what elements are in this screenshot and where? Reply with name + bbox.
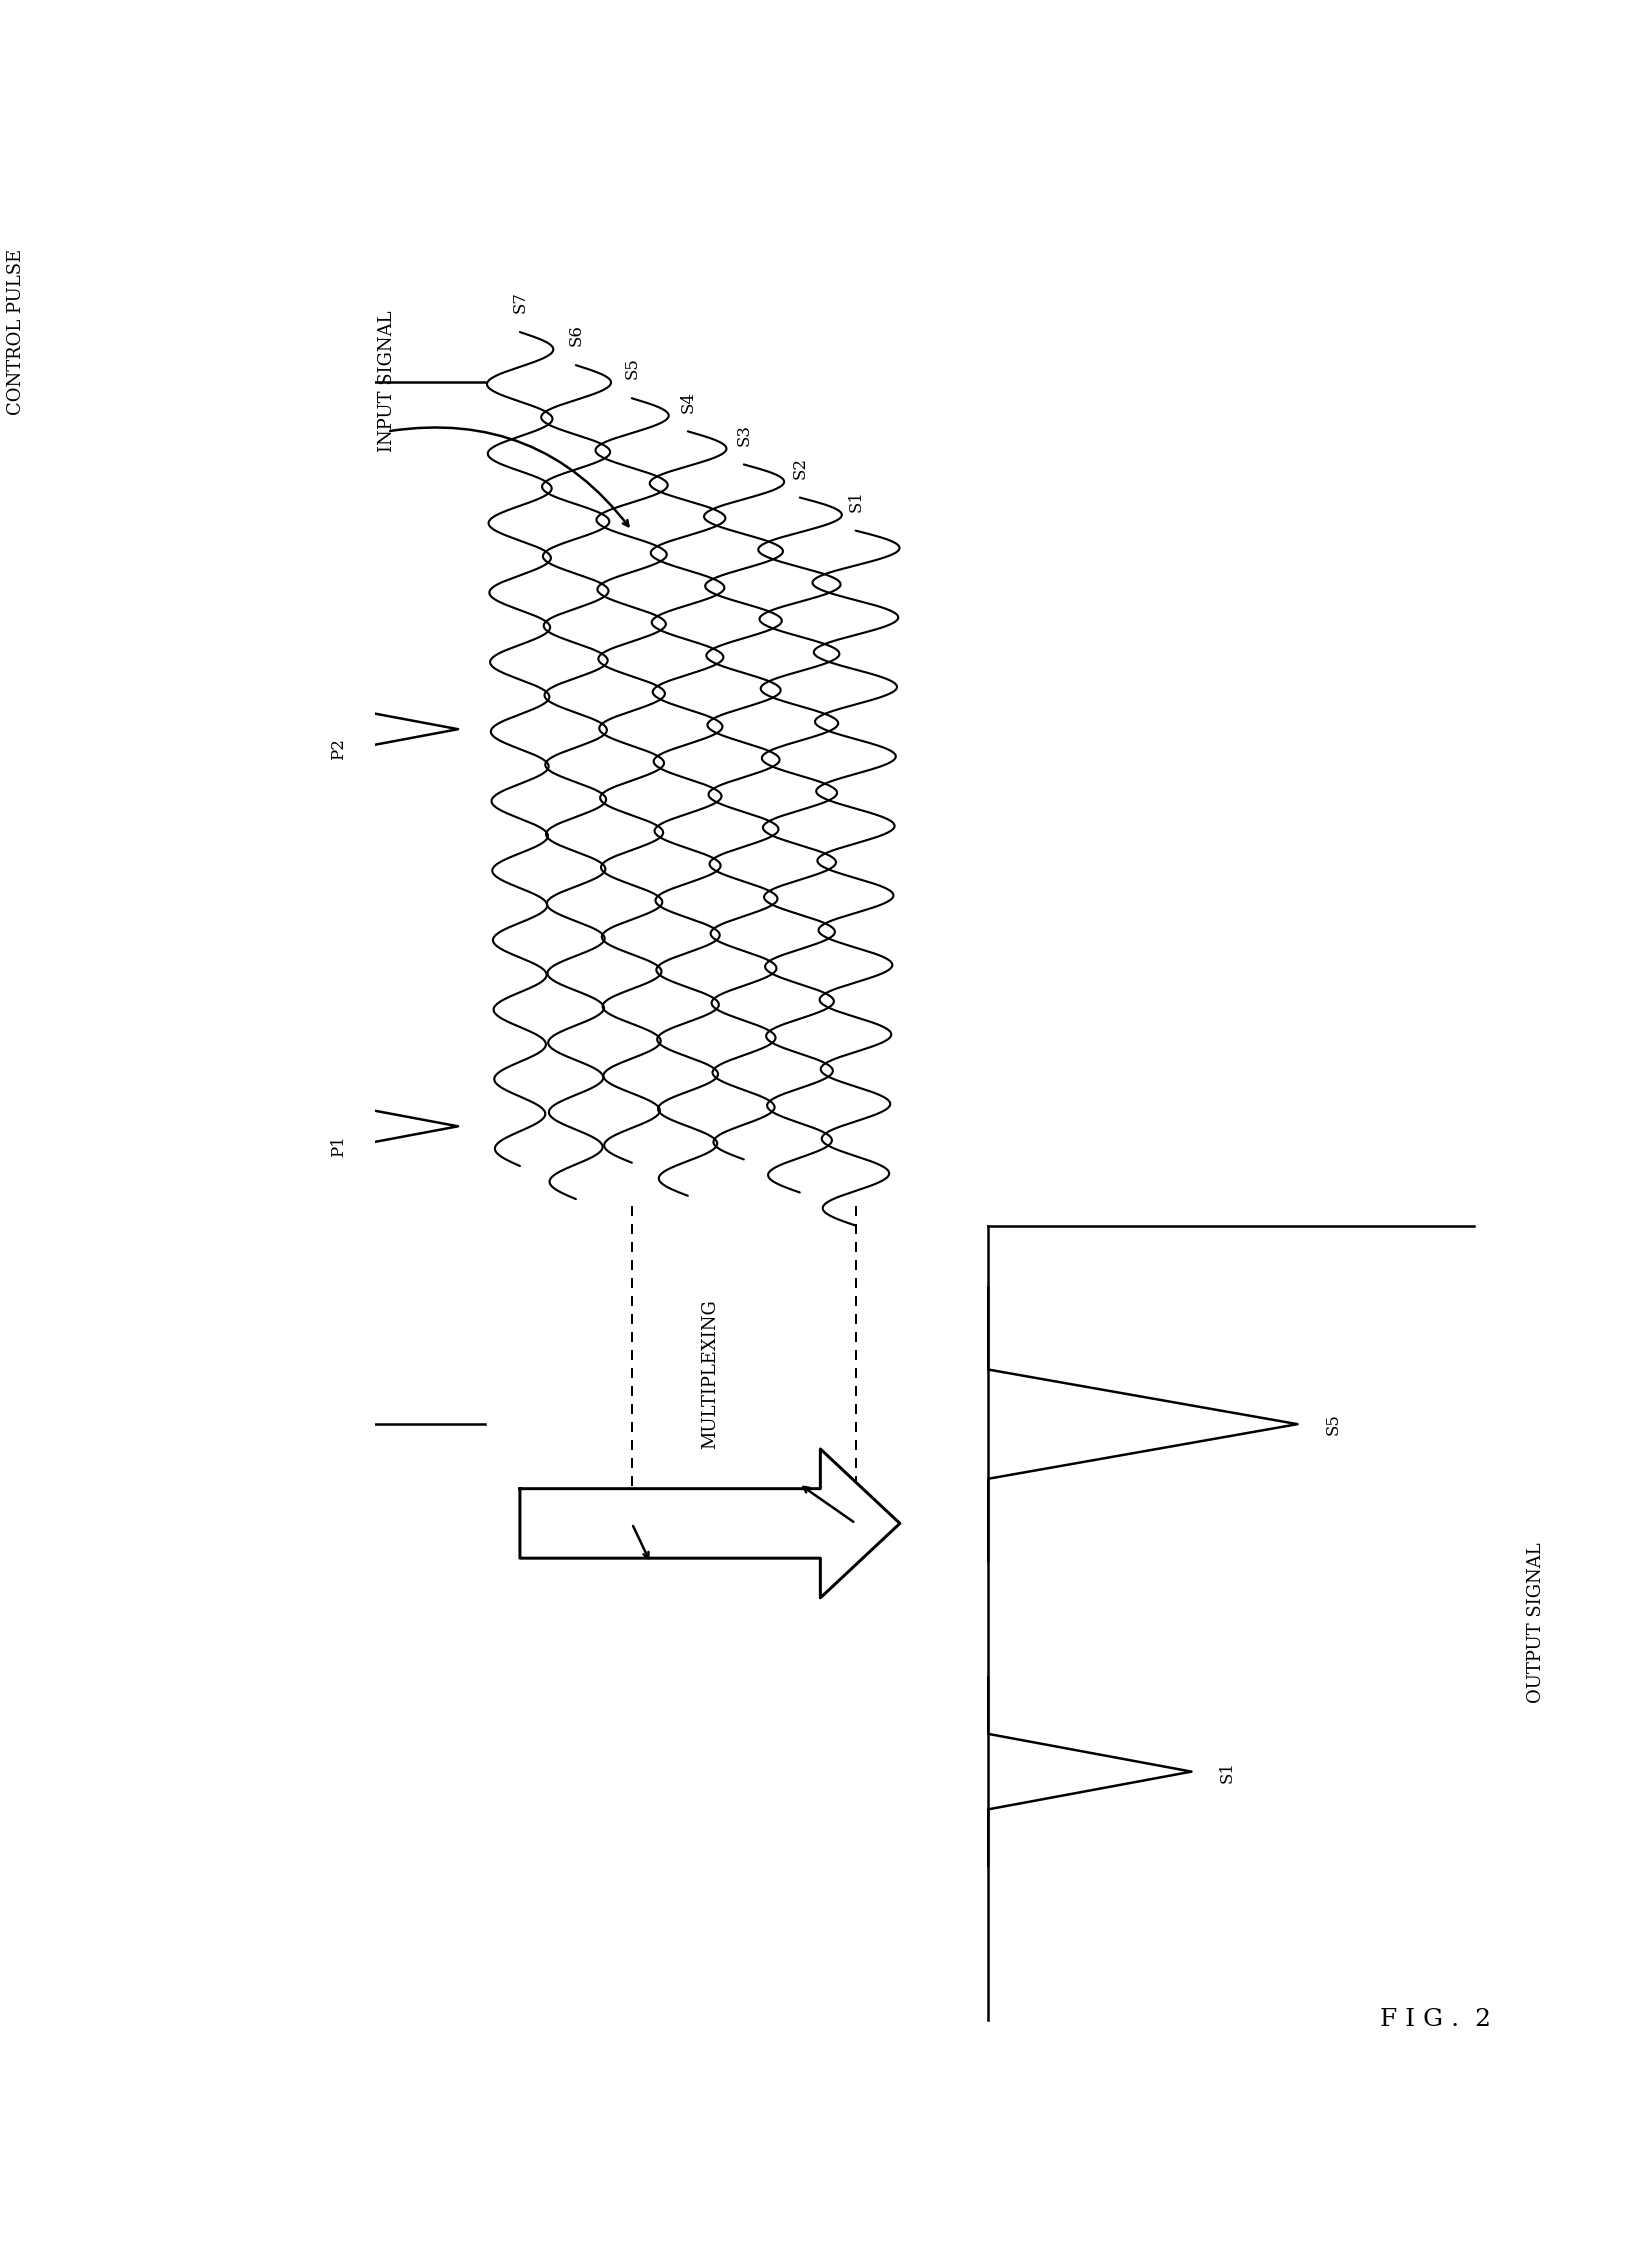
- Text: S4: S4: [679, 390, 697, 413]
- Text: F I G .  2: F I G . 2: [1380, 2007, 1491, 2032]
- Polygon shape: [520, 1449, 900, 1597]
- Text: S3: S3: [736, 424, 752, 446]
- Text: CONTROL PULSE: CONTROL PULSE: [7, 249, 25, 415]
- Text: S1: S1: [847, 489, 864, 511]
- Text: S1: S1: [1218, 1761, 1236, 1783]
- Text: MULTIPLEXING: MULTIPLEXING: [701, 1299, 720, 1449]
- Text: P1: P1: [331, 1135, 347, 1157]
- Text: S6: S6: [567, 325, 585, 345]
- Text: INPUT SIGNAL: INPUT SIGNAL: [379, 312, 397, 453]
- Text: S2: S2: [792, 458, 808, 478]
- Text: OUTPUT SIGNAL: OUTPUT SIGNAL: [1528, 1543, 1546, 1702]
- Text: S7: S7: [511, 292, 528, 314]
- Text: P2: P2: [331, 738, 347, 760]
- Text: S5: S5: [1324, 1413, 1341, 1436]
- Text: S5: S5: [623, 357, 641, 379]
